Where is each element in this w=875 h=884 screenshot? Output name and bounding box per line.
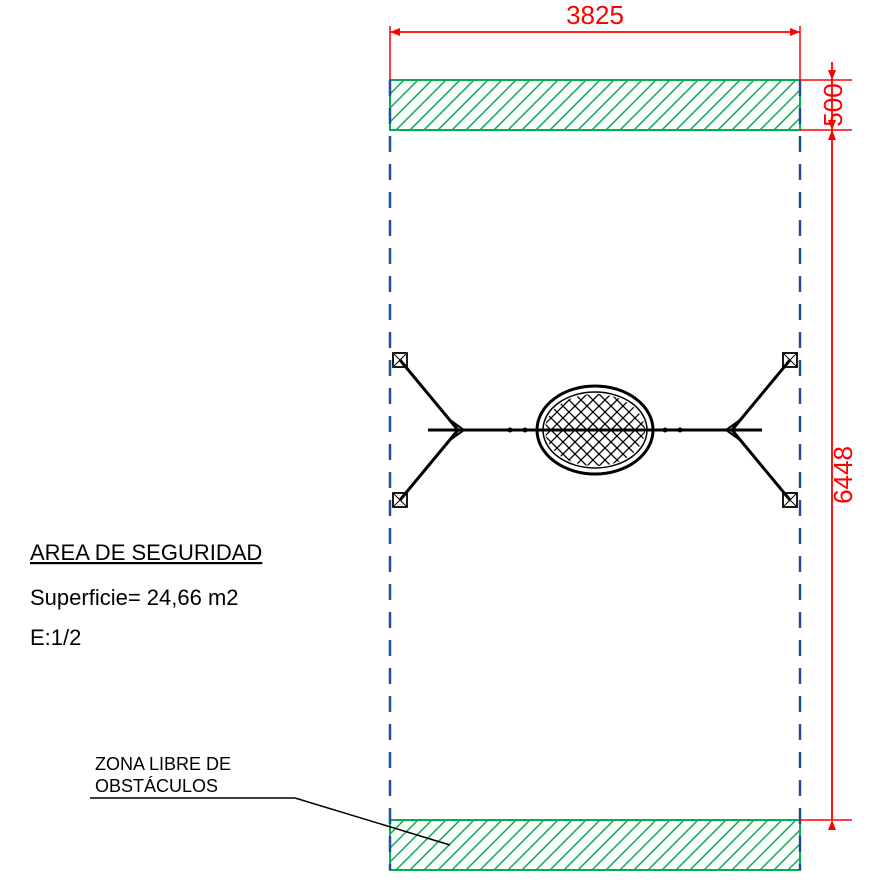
dimension-right: 5006448: [800, 62, 858, 830]
dimension-right-main-value: 6448: [828, 446, 858, 504]
zona-line-1: ZONA LIBRE DE: [95, 754, 231, 774]
title-area-seguridad: AREA DE SEGURIDAD: [30, 540, 262, 565]
green-band-top: [340, 80, 875, 130]
info-text-block: AREA DE SEGURIDAD Superficie= 24,66 m2 E:1…: [30, 540, 262, 650]
dimension-top-width: 3825: [390, 0, 800, 80]
technical-drawing: 3825 5006448 AREA DE SEGURIDAD Superficie= …: [0, 0, 875, 884]
dimension-top-width-value: 3825: [566, 0, 624, 30]
scale-line: E:1/2: [30, 625, 81, 650]
zona-libre-label: ZONA LIBRE DEOBSTÁCULOS: [90, 754, 450, 845]
equipment-plan: [393, 353, 797, 507]
green-band-bottom: [340, 820, 875, 870]
zona-line-2: OBSTÁCULOS: [95, 776, 218, 796]
surface-line: Superficie= 24,66 m2: [30, 585, 239, 610]
